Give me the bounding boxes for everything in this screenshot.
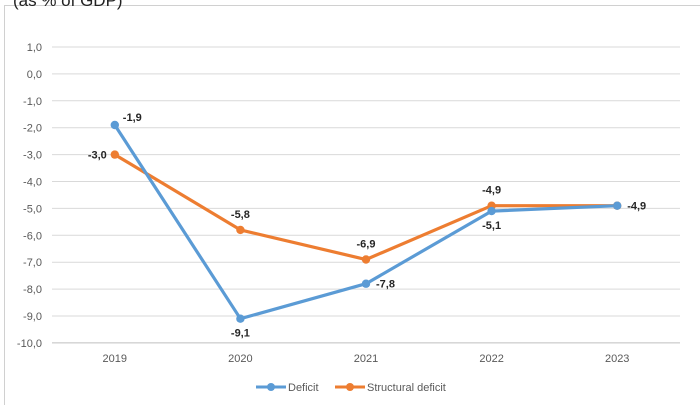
x-tick-label: 2022 bbox=[479, 353, 503, 365]
data-point-deficit bbox=[236, 314, 245, 323]
series-line-deficit bbox=[113, 123, 619, 321]
data-point-deficit bbox=[110, 120, 120, 130]
y-tick-label: -1,0 bbox=[23, 96, 42, 108]
data-point-structural-deficit bbox=[110, 150, 120, 159]
y-tick-label: -3,0 bbox=[23, 150, 42, 162]
data-label: -1,9 bbox=[123, 112, 142, 124]
y-tick-label: 1,0 bbox=[27, 42, 42, 54]
y-tick-label: -6,0 bbox=[23, 230, 42, 242]
y-tick-label: -5,0 bbox=[23, 203, 42, 215]
data-label: -4,9 bbox=[482, 185, 501, 197]
legend-swatch-marker bbox=[346, 383, 354, 391]
y-tick-label: -7,0 bbox=[23, 257, 42, 269]
data-label: -4,9 bbox=[627, 201, 646, 213]
data-label: -6,9 bbox=[357, 239, 376, 251]
legend-label: Structural deficit bbox=[367, 382, 446, 394]
data-point-deficit bbox=[613, 201, 622, 210]
y-tick-label: -10,0 bbox=[17, 338, 42, 350]
x-tick-label: 2020 bbox=[228, 353, 252, 365]
data-label: -5,8 bbox=[231, 209, 250, 221]
legend-swatch-marker bbox=[267, 383, 275, 391]
chart-frame bbox=[4, 5, 700, 405]
x-tick-label: 2019 bbox=[103, 353, 127, 365]
data-point-structural-deficit bbox=[361, 255, 371, 264]
data-label: -9,1 bbox=[231, 328, 250, 340]
x-tick-label: 2023 bbox=[605, 353, 629, 365]
y-tick-label: -8,0 bbox=[23, 284, 42, 296]
data-label: -3,0 bbox=[88, 150, 107, 162]
data-label: -5,1 bbox=[482, 220, 501, 232]
y-tick-label: -4,0 bbox=[23, 177, 42, 189]
data-point-deficit bbox=[487, 206, 496, 216]
y-tick-label: 0,0 bbox=[27, 69, 42, 81]
y-tick-label: -9,0 bbox=[23, 311, 42, 323]
data-point-structural-deficit bbox=[236, 225, 245, 235]
data-point-deficit bbox=[361, 279, 371, 288]
y-tick-label: -2,0 bbox=[23, 123, 42, 135]
chart-subtitle: (as % of GDP) bbox=[13, 0, 123, 10]
legend-label: Deficit bbox=[288, 382, 319, 394]
x-tick-label: 2021 bbox=[354, 353, 378, 365]
data-label: -7,8 bbox=[376, 279, 395, 291]
